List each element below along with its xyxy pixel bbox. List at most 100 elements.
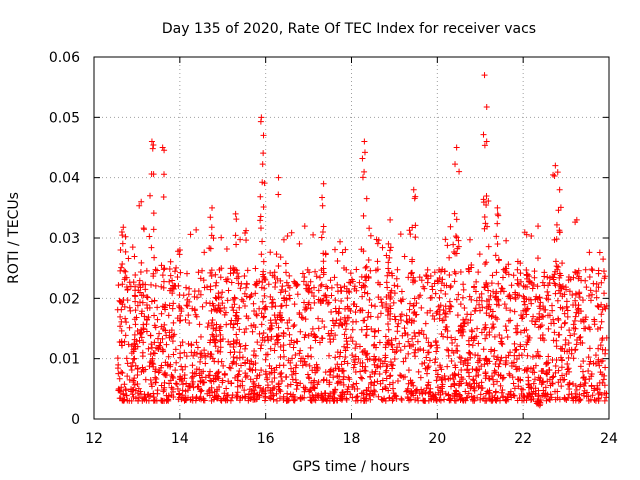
data-point <box>359 349 366 356</box>
data-point <box>291 321 298 328</box>
data-point <box>559 260 566 267</box>
data-point <box>179 339 186 346</box>
data-point <box>267 390 274 397</box>
data-point <box>471 380 478 387</box>
data-point <box>485 287 492 294</box>
data-point <box>275 324 282 331</box>
data-point <box>122 268 129 275</box>
data-point <box>434 384 441 391</box>
data-point <box>385 259 392 266</box>
data-point <box>506 370 513 377</box>
data-point <box>446 397 453 404</box>
data-point <box>374 314 381 321</box>
data-point <box>162 306 169 313</box>
data-point <box>554 169 561 176</box>
data-point <box>145 345 152 352</box>
data-point <box>406 227 413 234</box>
data-point <box>122 332 129 339</box>
data-point <box>573 269 580 276</box>
data-point <box>484 388 491 395</box>
data-point <box>531 376 538 383</box>
data-point <box>188 342 195 349</box>
data-point <box>341 314 348 321</box>
data-point <box>383 279 390 286</box>
data-point <box>347 391 354 398</box>
data-point <box>488 313 495 320</box>
data-point <box>451 370 458 377</box>
data-point <box>409 379 416 386</box>
data-point <box>259 298 266 305</box>
data-point <box>256 371 263 378</box>
data-point <box>517 278 524 285</box>
data-point <box>125 341 132 348</box>
data-point <box>213 321 220 328</box>
data-point <box>379 244 386 251</box>
data-point <box>491 347 498 354</box>
data-point <box>500 393 507 400</box>
data-point <box>460 316 467 323</box>
data-point <box>497 397 504 404</box>
data-point <box>169 305 176 312</box>
data-point <box>587 396 594 403</box>
data-point <box>460 281 467 288</box>
data-point <box>359 307 366 314</box>
data-point <box>119 397 126 404</box>
data-point <box>284 232 291 239</box>
data-point <box>412 389 419 396</box>
data-point <box>528 317 535 324</box>
data-point <box>445 375 452 382</box>
data-point <box>172 367 179 374</box>
data-point <box>116 375 123 382</box>
data-point <box>212 294 219 301</box>
data-point <box>257 193 264 200</box>
data-point <box>275 191 282 198</box>
data-point <box>524 352 531 359</box>
data-point <box>280 295 287 302</box>
data-point <box>280 342 287 349</box>
data-point <box>158 323 165 330</box>
data-point <box>148 380 155 387</box>
data-point <box>272 283 279 290</box>
data-point <box>180 292 187 299</box>
data-point <box>386 254 393 261</box>
data-point <box>556 270 563 277</box>
data-point <box>269 386 276 393</box>
data-point <box>208 267 215 274</box>
data-point <box>127 307 134 314</box>
data-point <box>367 396 374 403</box>
data-point <box>261 390 268 397</box>
data-point <box>546 312 553 319</box>
data-point <box>519 315 526 322</box>
data-point <box>326 336 333 343</box>
data-point <box>470 376 477 383</box>
data-point <box>218 265 225 272</box>
data-point <box>500 266 507 273</box>
data-point <box>320 223 327 230</box>
data-point <box>131 336 138 343</box>
data-point <box>302 304 309 311</box>
data-point <box>361 138 368 145</box>
data-point <box>572 291 579 298</box>
data-point <box>550 276 557 283</box>
data-point <box>548 302 555 309</box>
data-point <box>577 363 584 370</box>
data-point <box>152 379 159 386</box>
data-point <box>122 233 129 240</box>
data-point <box>403 388 410 395</box>
data-point <box>277 277 284 284</box>
data-point <box>549 307 556 314</box>
data-point <box>168 333 175 340</box>
data-point <box>582 266 589 273</box>
data-point <box>554 388 561 395</box>
data-point <box>262 356 269 363</box>
data-point <box>482 369 489 376</box>
data-point <box>403 318 410 325</box>
data-point <box>337 288 344 295</box>
data-point <box>525 374 532 381</box>
data-point <box>155 369 162 376</box>
data-point <box>499 285 506 292</box>
data-point <box>198 350 205 357</box>
data-point <box>345 383 352 390</box>
data-point <box>601 382 608 389</box>
data-point <box>238 296 245 303</box>
